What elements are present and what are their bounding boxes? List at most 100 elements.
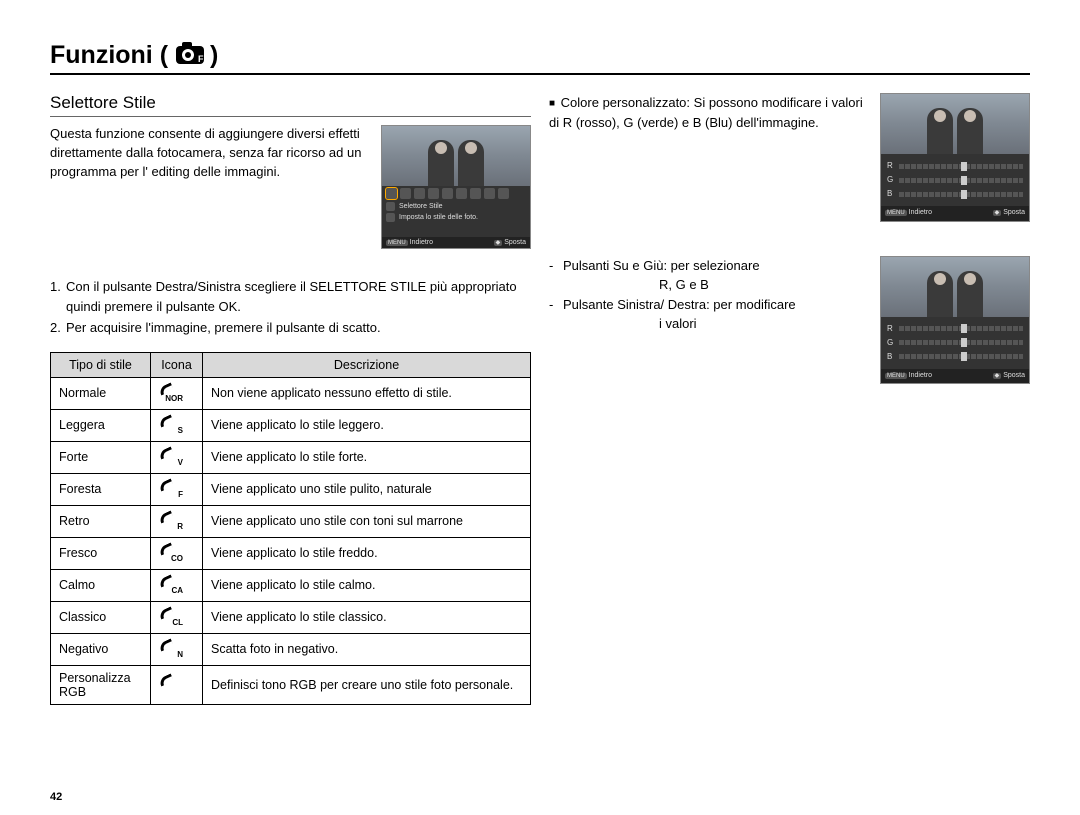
step-list: 1. Con il pulsante Destra/Sinistra scegl…	[50, 277, 531, 338]
lcd-back-label: Indietro	[909, 372, 932, 379]
style-icon-cell: R	[151, 505, 203, 537]
th-desc: Descrizione	[203, 352, 531, 377]
controls-text: - Pulsanti Su e Giù: per selezionare R, …	[549, 256, 870, 334]
lcd-move-label: Sposta	[1003, 372, 1025, 379]
style-desc-cell: Viene applicato lo stile leggero.	[203, 409, 531, 441]
brush-style-icon: NOR	[159, 383, 181, 401]
style-icon-cell: CA	[151, 569, 203, 601]
custom-color-text: ■ Colore personalizzato: Si possono modi…	[549, 93, 870, 132]
control-line-1a: Pulsanti Su e Giù: per selezionare	[563, 256, 870, 276]
style-icon-cell: CO	[151, 537, 203, 569]
lcd-bottom-bar: MENUIndietro ◆Sposta	[881, 369, 1029, 384]
left-column: Selettore Stile Questa funzione consente…	[50, 93, 531, 705]
table-row: Fresco CO Viene applicato lo stile freddo.	[51, 537, 531, 569]
style-icon-cell: CL	[151, 601, 203, 633]
camera-fn-icon: Fn	[174, 40, 210, 71]
brush-style-icon: V	[159, 447, 181, 465]
style-desc-cell: Viene applicato lo stile calmo.	[203, 569, 531, 601]
lcd-photo	[382, 126, 530, 186]
step-item: 2. Per acquisire l'immagine, premere il …	[50, 318, 531, 338]
page-title: Funzioni (	[50, 41, 168, 70]
lcd-style-icons-row	[382, 186, 530, 201]
style-desc-cell: Viene applicato lo stile freddo.	[203, 537, 531, 569]
brush-style-icon: CO	[159, 543, 181, 561]
style-type-cell: Personalizza RGB	[51, 665, 151, 704]
slider-r-label: R	[887, 160, 895, 172]
step-number: 2.	[50, 318, 66, 338]
style-type-cell: Negativo	[51, 633, 151, 665]
lcd-back-label: Indietro	[909, 209, 932, 216]
table-row: Personalizza RGBDefinisci tono RGB per c…	[51, 665, 531, 704]
brush-style-icon: S	[159, 415, 181, 433]
lcd-screenshot-rgb1: R G B MENUIndietro ◆Sposta	[880, 93, 1030, 222]
brush-style-icon: F	[159, 479, 181, 497]
table-row: Classico CL Viene applicato lo stile class…	[51, 601, 531, 633]
lcd-title1: Selettore Stile	[399, 203, 443, 210]
slider-b-label: B	[887, 188, 895, 200]
lcd-sliders: R G B	[881, 154, 1029, 206]
table-row: Foresta F Viene applicato uno stile pulito…	[51, 473, 531, 505]
table-row: Normale NOR Non viene applicato nessuno ef…	[51, 377, 531, 409]
table-row: Negativo N Scatta foto in negativo.	[51, 633, 531, 665]
brush-style-icon: N	[159, 639, 181, 657]
lcd-back-label: Indietro	[410, 239, 433, 246]
slider-g-label: G	[887, 337, 895, 349]
lcd-bottom-bar: MENUIndietro ◆Sposta	[881, 206, 1029, 221]
table-row: LeggeraSViene applicato lo stile leggero…	[51, 409, 531, 441]
th-type: Tipo di stile	[51, 352, 151, 377]
page-number: 42	[50, 791, 62, 803]
style-icon-cell: V	[151, 441, 203, 473]
style-icon-cell: F	[151, 473, 203, 505]
lcd-title-row: Selettore Stile	[382, 201, 530, 212]
page-title-row: Funzioni ( Fn )	[50, 40, 1030, 75]
style-type-cell: Fresco	[51, 537, 151, 569]
table-row: ForteVViene applicato lo stile forte.	[51, 441, 531, 473]
right-column: ■ Colore personalizzato: Si possono modi…	[549, 93, 1030, 705]
control-line-2b: i valori	[659, 314, 870, 334]
style-table: Tipo di stile Icona Descrizione NormaleN…	[50, 352, 531, 705]
style-icon-cell: N	[151, 633, 203, 665]
style-type-cell: Calmo	[51, 569, 151, 601]
custom-color-label: Colore personalizzato:	[561, 95, 690, 110]
step-item: 1. Con il pulsante Destra/Sinistra scegl…	[50, 277, 531, 316]
slider-b-label: B	[887, 351, 895, 363]
style-desc-cell: Scatta foto in negativo.	[203, 633, 531, 665]
lcd-menu-chip: MENU	[885, 373, 907, 379]
intro-text: Questa funzione consente di aggiungere d…	[50, 125, 371, 182]
brush-style-icon: CL	[159, 607, 181, 625]
th-icon: Icona	[151, 352, 203, 377]
style-icon-cell: S	[151, 409, 203, 441]
control-line-2a: Pulsante Sinistra/ Destra: per modificar…	[563, 295, 870, 315]
lcd-photo	[881, 94, 1029, 154]
style-desc-cell: Viene applicato uno stile pulito, natura…	[203, 473, 531, 505]
step-text: Per acquisire l'immagine, premere il pul…	[66, 318, 381, 338]
style-desc-cell: Viene applicato lo stile classico.	[203, 601, 531, 633]
lcd-sliders: R G B	[881, 317, 1029, 369]
slider-r-label: R	[887, 323, 895, 335]
lcd-screenshot-rgb2: R G B MENUIndietro ◆Sposta	[880, 256, 1030, 385]
style-desc-cell: Viene applicato lo stile forte.	[203, 441, 531, 473]
step-number: 1.	[50, 277, 66, 316]
lcd-screenshot-selector: Selettore Stile Imposta lo stile delle f…	[381, 125, 531, 249]
lcd-menu-chip: MENU	[386, 240, 408, 246]
brush-style-icon: CA	[159, 575, 181, 593]
style-type-cell: Foresta	[51, 473, 151, 505]
lcd-move-chip: ◆	[993, 210, 1002, 216]
lcd-move-label: Sposta	[1003, 209, 1025, 216]
section-subhead: Selettore Stile	[50, 93, 531, 117]
brush-style-icon: R	[159, 511, 181, 529]
style-type-cell: Normale	[51, 377, 151, 409]
lcd-subtitle-row: Imposta lo stile delle foto.	[382, 212, 530, 223]
lcd-move-chip: ◆	[993, 373, 1002, 379]
title-close-paren: )	[210, 41, 218, 70]
table-row: RetroRViene applicato uno stile con toni…	[51, 505, 531, 537]
brush-style-icon	[159, 674, 181, 692]
lcd-menu-chip: MENU	[885, 210, 907, 216]
lcd-title2: Imposta lo stile delle foto.	[399, 214, 478, 221]
style-type-cell: Classico	[51, 601, 151, 633]
table-row: Calmo CA Viene applicato lo stile calmo.	[51, 569, 531, 601]
step-text: Con il pulsante Destra/Sinistra sceglier…	[66, 277, 531, 316]
lcd-photo	[881, 257, 1029, 317]
lcd-move-label: Sposta	[504, 239, 526, 246]
style-desc-cell: Non viene applicato nessuno effetto di s…	[203, 377, 531, 409]
